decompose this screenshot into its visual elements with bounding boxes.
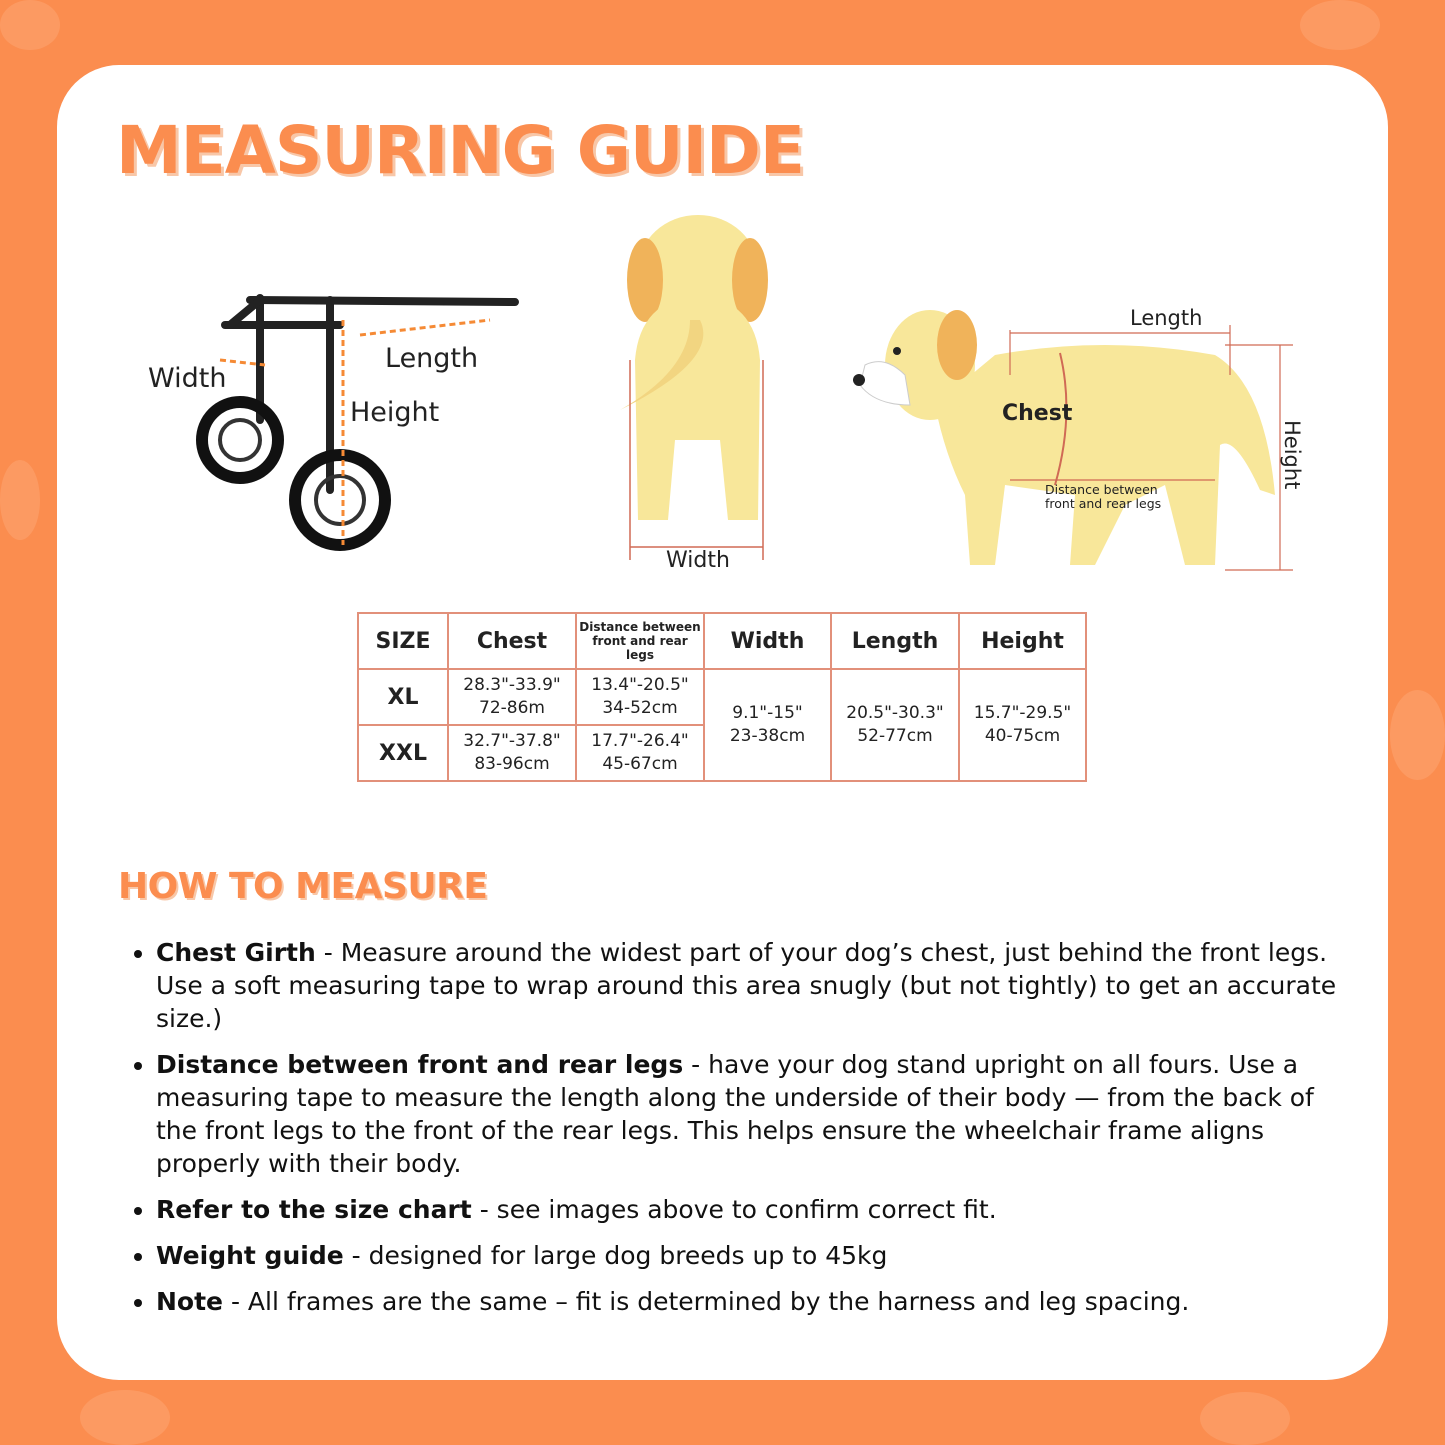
chest-inches: 28.3"-33.9" [463, 675, 561, 695]
length-cm: 52-77cm [857, 726, 933, 746]
distance-cm: 34-52cm [602, 698, 678, 718]
item-term: Distance between front and rear legs [156, 1050, 684, 1079]
length-inches: 20.5"-30.3" [846, 703, 944, 723]
header-width: Width [703, 612, 832, 670]
table-row: XXL 32.7"-37.8" 83-96cm 17.7"-26.4" 45-67c… [357, 724, 1086, 782]
how-to-list: Chest Girth - Measure around the widest … [130, 936, 1356, 1331]
header-chest: Chest [447, 612, 577, 670]
rear-width-label: Width [666, 548, 730, 573]
wheelchair-width-label: Width [148, 363, 226, 394]
chest-cm: 72-86m [479, 698, 545, 718]
chest-cm: 83-96cm [474, 754, 550, 774]
table-header-row: SIZE Chest Distance between front and re… [357, 612, 1087, 670]
side-chest-label: Chest [1002, 401, 1073, 426]
page-title: MEASURING GUIDE [116, 112, 805, 189]
chest-inches: 32.7"-37.8" [463, 731, 561, 751]
paw-decoration [1200, 1392, 1290, 1445]
item-text: - designed for large dog breeds up to 45… [343, 1241, 888, 1270]
dog-rear-diagram: Width [620, 215, 768, 573]
item-term: Weight guide [156, 1241, 344, 1270]
height-cm: 40-75cm [984, 726, 1061, 746]
width-cm: 23-38cm [729, 726, 806, 746]
wheelchair-length-label: Length [385, 343, 478, 374]
distance-cell: 17.7"-26.4" 45-67cm [575, 724, 705, 782]
item-term: Chest Girth [156, 938, 316, 967]
paw-decoration [80, 1390, 170, 1445]
paw-decoration [0, 460, 40, 540]
item-text: - All frames are the same – fit is deter… [223, 1287, 1190, 1316]
wheelchair-height-label: Height [350, 397, 439, 428]
distance-cm: 45-67cm [602, 754, 678, 774]
length-cell: 20.5"-30.3" 52-77cm [830, 668, 960, 782]
chest-cell: 32.7"-37.8" 83-96cm [447, 724, 577, 782]
list-item: Refer to the size chart - see images abo… [156, 1193, 1356, 1226]
side-distance-label: Distance between front and rear legs [1045, 483, 1162, 511]
distance-inches: 13.4"-20.5" [591, 675, 689, 695]
table-row: XL 28.3"-33.9" 72-86m 13.4"-20.5" 34-52cm … [357, 668, 1087, 782]
item-text: - Measure around the widest part of your… [156, 938, 1337, 1033]
item-term: Refer to the size chart [156, 1195, 472, 1224]
height-inches: 15.7"-29.5" [973, 703, 1072, 723]
distance-inches: 17.7"-26.4" [591, 731, 689, 751]
distance-cell: 13.4"-20.5" 34-52cm [575, 668, 705, 726]
list-item: Chest Girth - Measure around the widest … [156, 936, 1356, 1035]
list-item: Distance between front and rear legs - h… [156, 1048, 1356, 1180]
dog-side-diagram: Length Chest Distance between front and … [853, 306, 1304, 571]
wheelchair-diagram: Width Length Height [148, 294, 519, 551]
side-length-label: Length [1130, 306, 1202, 330]
size-table: SIZE Chest Distance between front and re… [357, 612, 1087, 782]
paw-decoration [1300, 0, 1380, 50]
item-text: - see images above to confirm correct fi… [471, 1195, 997, 1224]
header-size: SIZE [357, 612, 449, 670]
width-cell: 9.1"-15" 23-38cm [703, 668, 832, 782]
header-length: Length [830, 612, 960, 670]
width-inches: 9.1"-15" [732, 703, 803, 723]
header-height: Height [958, 612, 1087, 670]
item-text: - have your dog stand upright on all fou… [156, 1050, 1314, 1178]
height-cell: 15.7"-29.5" 40-75cm [958, 668, 1087, 782]
how-to-title: HOW TO MEASURE [118, 866, 488, 907]
item-term: Note [156, 1287, 224, 1316]
paw-decoration [0, 0, 60, 50]
header-distance: Distance between front and rear legs [575, 612, 705, 670]
wheel-icon [289, 449, 391, 551]
list-item: Note - All frames are the same – fit is … [156, 1285, 1356, 1318]
side-height-label: Height [1280, 420, 1304, 489]
list-item: Weight guide - designed for large dog br… [156, 1239, 1356, 1272]
paw-decoration [1390, 690, 1445, 780]
size-cell: XL [357, 668, 449, 726]
chest-cell: 28.3"-33.9" 72-86m [447, 668, 577, 726]
wheel-icon [196, 396, 284, 484]
size-cell: XXL [357, 724, 449, 782]
